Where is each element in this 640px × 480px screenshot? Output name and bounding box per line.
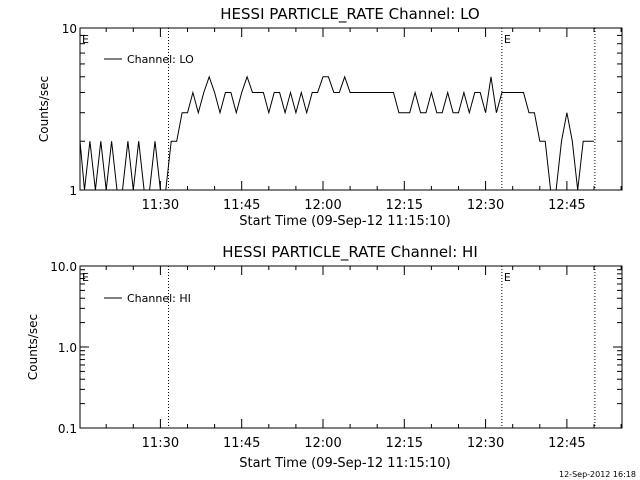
hi-chart-title: HESSI PARTICLE_RATE Channel: HI [222,243,478,262]
lo-x-tick-label: 12:30 [467,198,504,213]
lo-series-layer [79,75,594,191]
hi-plot-frame [79,265,623,429]
hi-x-axis: 11:30 11:45 12:00 12:15 12:30 12:45 [105,266,622,451]
hi-y-tick-label: 1.0 [58,341,77,355]
lo-x-axis-label: Start Time (09-Sep-12 11:15:10) [239,214,450,229]
hi-x-tick-label: 12:15 [386,436,423,451]
hi-x-tick-label: 11:45 [223,436,260,451]
hi-y-tick-label: 10.0 [50,260,77,274]
hi-y-tick-label: 0.1 [58,422,77,436]
hi-y-axis: 0.1 1.0 10.0 [50,260,622,436]
lo-x-tick-label: 12:00 [304,198,341,213]
hi-event-label: E [82,271,89,284]
hi-x-tick-label: 12:45 [548,436,585,451]
lo-legend: Channel: LO [104,53,194,66]
lo-x-tick-label: 11:30 [142,198,179,213]
lo-y-tick-label: 10 [62,22,77,36]
hi-channel-panel: HESSI PARTICLE_RATE Channel: HI 0.1 1.0 10… [26,243,623,471]
hi-x-axis-label: Start Time (09-Sep-12 11:15:10) [239,456,450,471]
lo-x-tick-label: 12:15 [386,198,423,213]
lo-series-line [79,75,594,191]
lo-y-axis: 1 10 [62,22,622,198]
lo-y-tick-label: 1 [69,184,77,198]
hi-legend-label: Channel: HI [127,292,191,305]
lo-channel-panel: HESSI PARTICLE_RATE Channel: LO 1 10 11:3… [37,5,623,229]
footer-timestamp: 12-Sep-2012 16:18 [559,470,636,479]
hi-x-tick-label: 12:00 [304,436,341,451]
lo-x-tick-label: 11:45 [223,198,260,213]
lo-x-axis: 11:30 11:45 12:00 12:15 12:30 12:45 [105,28,622,213]
lo-event-label: E [82,33,89,46]
hi-legend: Channel: HI [104,292,191,305]
lo-event-label: E [504,33,511,46]
hi-x-tick-label: 11:30 [142,436,179,451]
lo-plot-frame [79,27,623,191]
lo-chart-title: HESSI PARTICLE_RATE Channel: LO [220,5,479,24]
lo-x-tick-label: 12:45 [548,198,585,213]
lo-y-axis-label: Counts/sec [37,76,51,142]
hi-event-label: E [504,271,511,284]
lo-legend-label: Channel: LO [127,53,194,66]
hi-x-tick-label: 12:30 [467,436,504,451]
hi-y-axis-label: Counts/sec [26,314,40,380]
